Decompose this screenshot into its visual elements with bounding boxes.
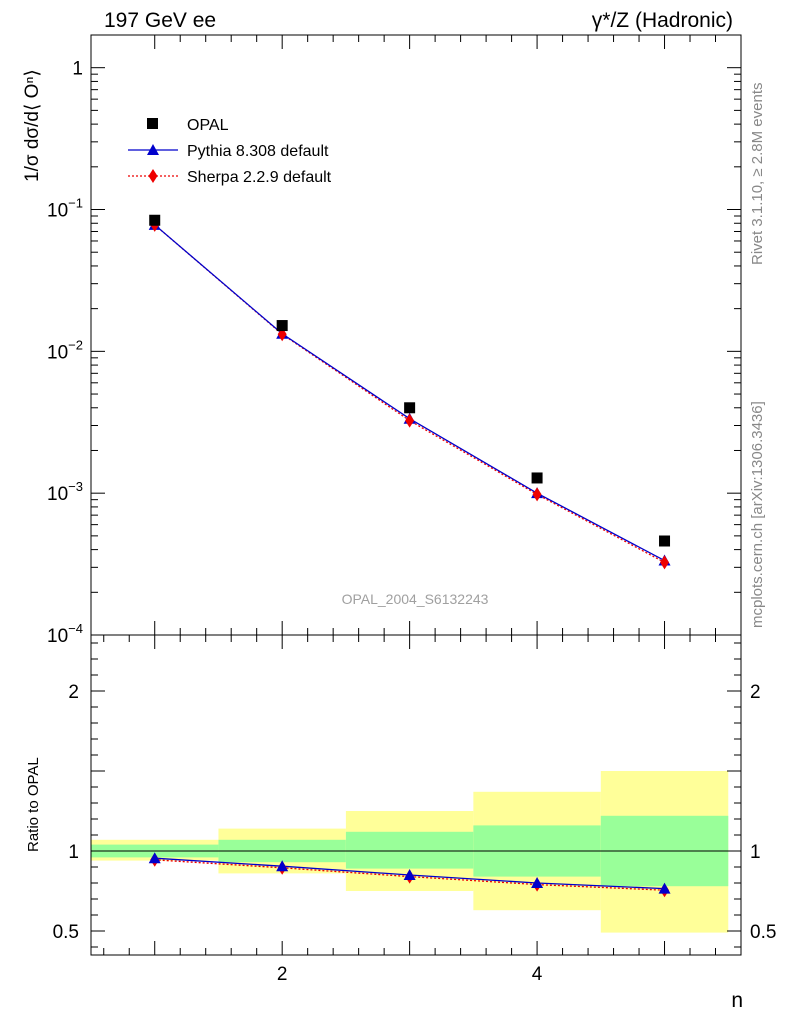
opal-data-point — [404, 402, 416, 414]
ratio-y-tick-label-right: 1 — [750, 842, 761, 863]
main-ylabel: 1/σ dσ/d⟨ Oⁿ⟩ — [22, 69, 43, 182]
mcplots-label: mcplots.cern.ch [arXiv:1306.3436] — [749, 401, 766, 628]
legend-sherpa-marker — [148, 169, 158, 183]
sherpa-line — [154, 224, 665, 563]
ratio-pythia-point — [276, 860, 289, 872]
main-plot-panel: 1 10−1 10−2 10−3 10−4 — [47, 34, 742, 647]
ratio-xlabel: n — [731, 989, 743, 1012]
sherpa-point — [405, 413, 415, 428]
main-y-tick-label: 1 — [72, 59, 83, 80]
main-y-tick-label: 10−4 — [47, 621, 83, 647]
sherpa-point — [532, 487, 542, 502]
ratio-x-tick-label: 2 — [277, 964, 288, 985]
opal-data-point — [149, 214, 161, 226]
ratio-pythia-point — [403, 869, 416, 880]
ratio-pythia-point — [148, 852, 161, 864]
chart-title-right: γ*/Z (Hadronic) — [592, 9, 733, 32]
rivet-version-label: Rivet 3.1.10, ≥ 2.8M events — [749, 83, 766, 266]
legend: OPAL Pythia 8.308 default Sherpa 2.2.9 def… — [128, 117, 332, 186]
opal-data-point — [531, 472, 543, 484]
legend-pythia-marker — [147, 144, 159, 155]
ratio-pythia-point — [658, 882, 671, 894]
ratio-y-tick-label: 2 — [68, 682, 79, 703]
legend-label: Sherpa 2.2.9 default — [187, 169, 332, 186]
legend-label: Pythia 8.308 default — [187, 143, 329, 160]
ratio-y-tick-label: 1 — [68, 842, 79, 863]
ratio-pythia-point — [531, 877, 544, 888]
sherpa-point — [660, 555, 670, 570]
ratio-plot-frame — [90, 634, 742, 956]
ratio-stat-uncertainty-band — [345, 831, 474, 869]
ratio-plot-panel: 2 2 1 1 0.5 0.5 2 4 — [53, 634, 776, 985]
main-y-tick-label: 10−2 — [47, 337, 83, 363]
opal-data-point — [276, 320, 288, 332]
ratio-x-tick-label: 4 — [532, 964, 543, 985]
ratio-y-tick-label: 0.5 — [53, 922, 79, 943]
legend-opal-marker — [147, 118, 158, 129]
analysis-watermark: OPAL_2004_S6132243 — [342, 591, 489, 607]
ratio-y-tick-label-right: 0.5 — [750, 922, 776, 943]
opal-data-point — [659, 535, 671, 547]
main-y-tick-label: 10−3 — [47, 479, 83, 505]
chart-title-left: 197 GeV ee — [104, 9, 216, 32]
ratio-y-tick-label-right: 2 — [750, 682, 761, 703]
main-y-tick-label: 10−1 — [47, 196, 83, 222]
ratio-sherpa-line — [154, 859, 665, 891]
legend-label: OPAL — [187, 117, 229, 134]
pythia-line — [154, 224, 665, 562]
ratio-ylabel: Ratio to OPAL — [25, 757, 42, 852]
